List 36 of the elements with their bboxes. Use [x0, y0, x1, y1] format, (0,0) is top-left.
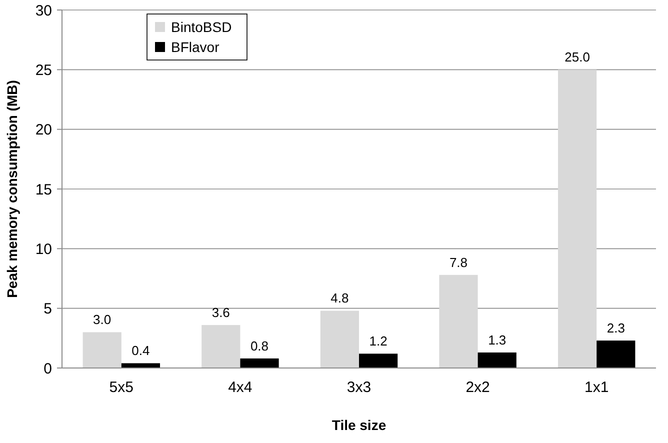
x-tick-label: 1x1: [584, 379, 609, 396]
text: 7.8: [449, 254, 468, 270]
text: 4.8: [330, 290, 349, 306]
x-axis-title: Tile size: [332, 417, 386, 433]
text: 3.0: [93, 312, 112, 328]
x-tick-label: 2x2: [466, 379, 490, 396]
text: 0.8: [250, 338, 269, 354]
bar: [558, 70, 597, 368]
y-tick-label: 20: [35, 122, 52, 139]
bar: [202, 325, 240, 368]
y-tick-label: 25: [35, 62, 52, 79]
bar: [240, 358, 279, 368]
y-tick-label: 10: [35, 240, 52, 258]
bar: [359, 354, 398, 368]
legend-label: BintoBSD: [171, 18, 232, 35]
text: 1.2: [369, 334, 388, 349]
y-tick-label: 0: [44, 360, 52, 378]
x-tick-label: 4x4: [228, 379, 252, 396]
bar: [596, 340, 636, 368]
y-tick-label: 5: [44, 300, 52, 318]
legend-label: BFlavor: [171, 38, 220, 55]
y-axis-title: Peak memory consumption (MB): [4, 80, 20, 298]
bar: [121, 363, 160, 368]
bar: [439, 274, 478, 368]
y-tick-label: 15: [35, 181, 52, 198]
x-tick-label: 5x5: [109, 379, 134, 396]
bar: [82, 332, 122, 368]
x-tick-label: 3x3: [346, 379, 372, 396]
bar: [478, 352, 516, 368]
text: 0.4: [132, 343, 150, 358]
text: 25.0: [564, 50, 590, 65]
text: 2.3: [606, 320, 625, 336]
text: 3.6: [212, 305, 230, 320]
text: 1.3: [488, 332, 506, 348]
bar: [320, 310, 359, 368]
y-tick-label: 30: [35, 2, 52, 20]
